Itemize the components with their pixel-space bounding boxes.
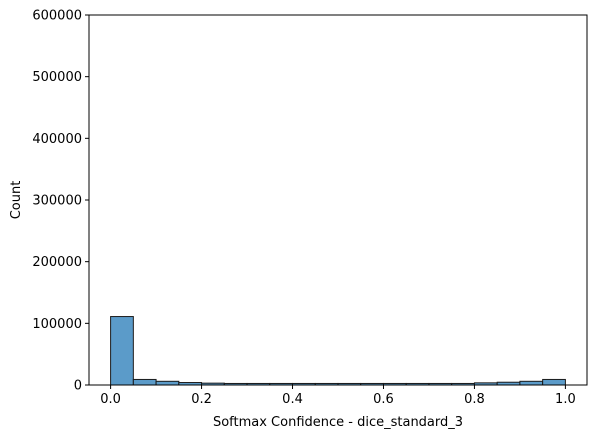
x-tick-label: 0.0: [100, 392, 121, 407]
x-tick-label: 0.4: [282, 392, 303, 407]
y-tick-label: 500000: [32, 70, 82, 85]
y-tick-label: 200000: [32, 255, 82, 270]
x-tick-label: 0.2: [191, 392, 212, 407]
histogram-bar: [110, 316, 134, 386]
x-axis-label: Softmax Confidence - dice_standard_3: [213, 415, 463, 430]
x-tick-label: 1.0: [555, 392, 576, 407]
plot-frame: [88, 14, 588, 386]
histogram-bar: [155, 380, 180, 386]
y-axis-label: Count: [9, 181, 24, 220]
y-tick-label: 600000: [32, 9, 82, 24]
y-tick-label: 400000: [32, 132, 82, 147]
y-tick-label: 300000: [32, 194, 82, 209]
histogram-bar: [542, 378, 566, 386]
bars-layer: [110, 316, 566, 386]
histogram-bar: [132, 378, 157, 386]
x-tick-label: 0.6: [373, 392, 394, 407]
y-tick-label: 0: [74, 379, 82, 394]
y-tick-label: 100000: [32, 317, 82, 332]
y-axis: 0 100000 200000 300000 400000 500000 600000: [32, 9, 89, 394]
x-tick-label: 0.8: [464, 392, 485, 407]
x-axis: 0.0 0.2 0.4 0.6 0.8 1.0: [100, 385, 576, 407]
histogram-bar: [519, 380, 544, 386]
